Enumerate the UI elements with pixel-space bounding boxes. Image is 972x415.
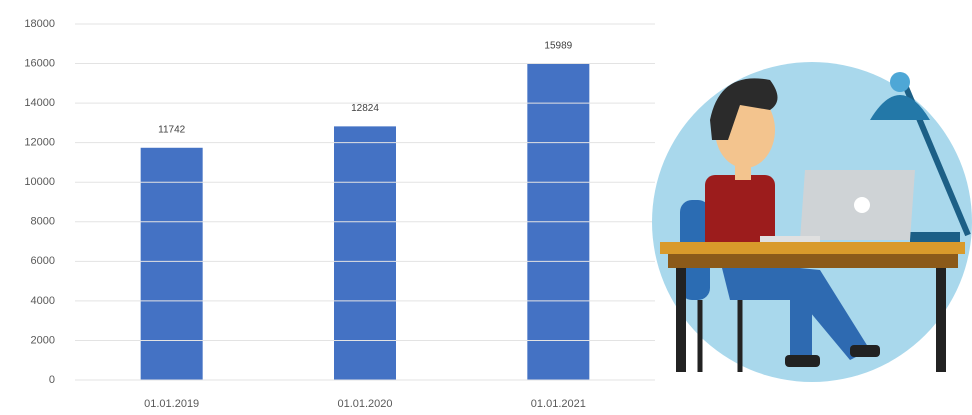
y-tick-label: 0	[49, 374, 55, 386]
bar	[334, 126, 396, 380]
x-tick-label: 01.01.2021	[531, 398, 586, 410]
value-label: 11742	[158, 124, 186, 135]
value-label: 12824	[351, 103, 379, 114]
y-tick-label: 12000	[24, 137, 55, 149]
illustration	[652, 62, 972, 382]
y-tick-label: 2000	[31, 334, 55, 346]
bar	[140, 147, 203, 380]
y-tick-label: 16000	[24, 57, 55, 69]
x-tick-label: 01.01.2020	[337, 398, 392, 410]
y-tick-label: 6000	[31, 255, 55, 267]
y-tick-label: 8000	[31, 216, 55, 228]
y-tick-label: 10000	[24, 176, 55, 188]
y-tick-label: 14000	[24, 97, 55, 109]
x-tick-label: 01.01.2019	[144, 398, 199, 410]
value-label: 15989	[544, 40, 572, 51]
y-tick-label: 18000	[24, 18, 55, 30]
y-tick-label: 4000	[31, 295, 55, 307]
